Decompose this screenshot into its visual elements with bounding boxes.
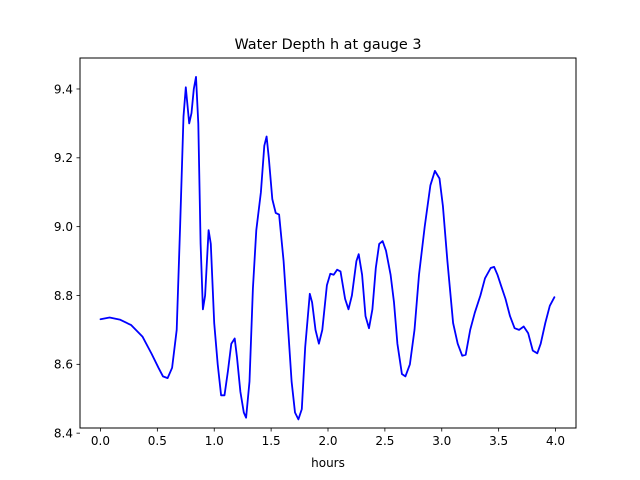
x-tick-label: 4.0: [546, 434, 565, 448]
x-tick-label: 2.0: [318, 434, 337, 448]
y-tick-label: 9.4: [54, 82, 73, 96]
x-tick-label: 1.0: [205, 434, 224, 448]
x-tick-label: 0.0: [91, 434, 110, 448]
y-tick-label: 9.2: [54, 151, 73, 165]
chart-title: Water Depth h at gauge 3: [234, 37, 421, 53]
plot-area: [99, 76, 556, 421]
y-tick-label: 8.8: [54, 289, 73, 303]
y-tick-label: 8.4: [54, 426, 73, 440]
y-tick-label: 8.6: [54, 358, 73, 372]
x-axis-label: hours: [311, 456, 345, 470]
y-tick-label: 9.0: [54, 220, 73, 234]
x-tick-label: 0.5: [148, 434, 167, 448]
y-axis: 8.4 8.6 8.8 9.0 9.2 9.4: [54, 82, 80, 440]
x-tick-label: 3.0: [432, 434, 451, 448]
series-line: [99, 76, 556, 421]
x-tick-label: 3.5: [489, 434, 508, 448]
axes-frame: [79, 57, 577, 429]
x-axis: 0.0 0.5 1.0 1.5 2.0 2.5 3.0 3.5 4.0: [91, 428, 565, 448]
x-tick-label: 1.5: [262, 434, 281, 448]
x-tick-label: 2.5: [375, 434, 394, 448]
